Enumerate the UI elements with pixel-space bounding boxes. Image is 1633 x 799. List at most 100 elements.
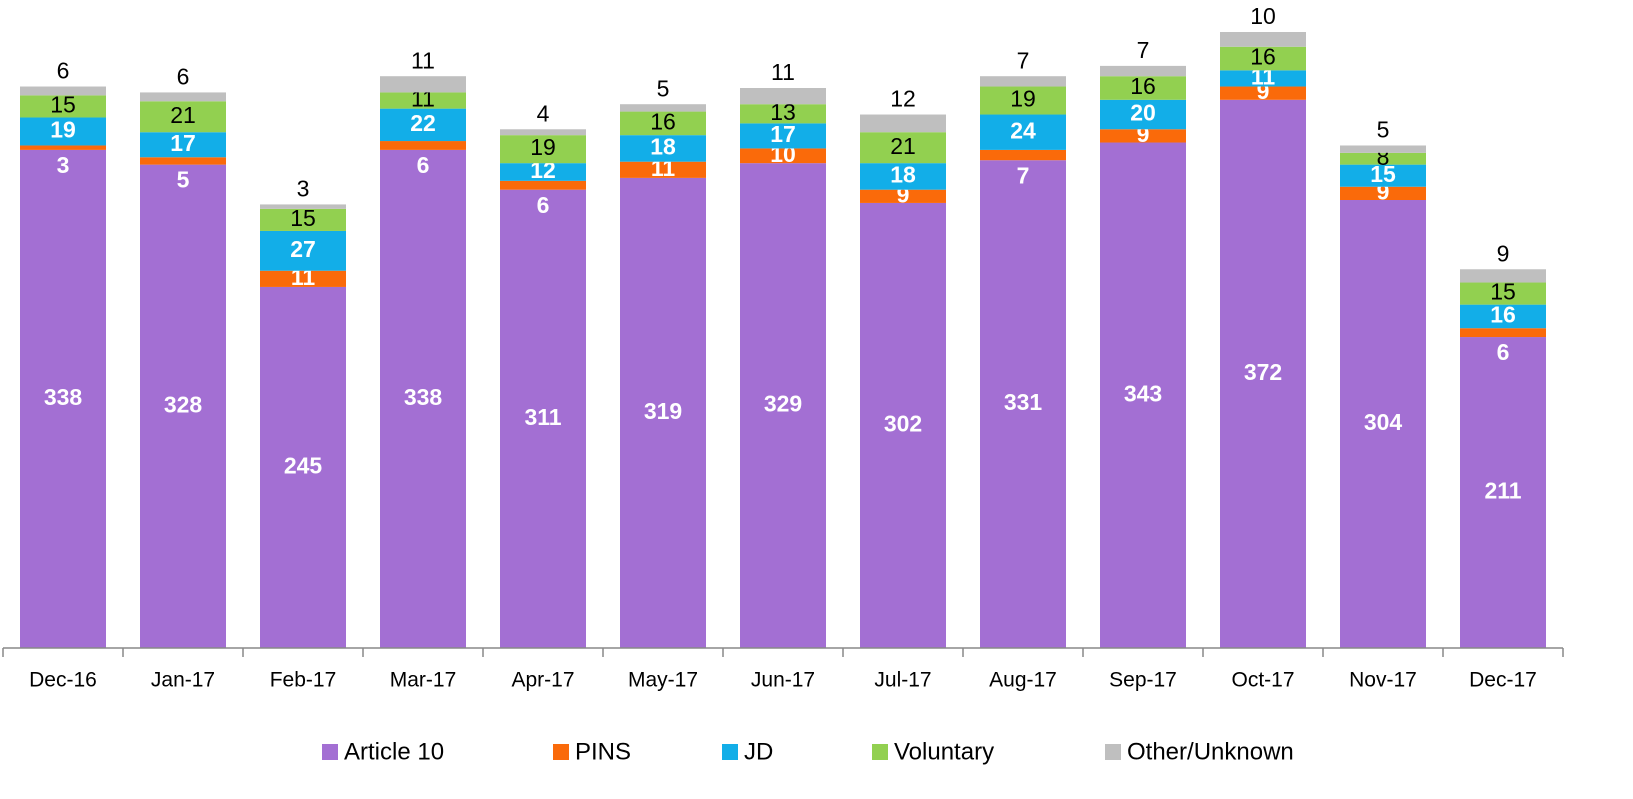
data-label: 338 — [404, 384, 443, 410]
data-label: 245 — [284, 453, 323, 479]
bar-segment — [500, 180, 586, 190]
data-label: 18 — [890, 161, 916, 187]
x-tick-label: Jan-17 — [151, 669, 215, 692]
data-label: 11 — [771, 59, 795, 85]
data-label: 7 — [1017, 162, 1030, 188]
data-label: 6 — [57, 58, 70, 84]
bar-segment — [1340, 200, 1426, 648]
data-label: 7 — [1017, 47, 1030, 73]
bar-segment — [980, 160, 1066, 649]
data-label: 12 — [890, 86, 916, 112]
data-label: 19 — [50, 117, 76, 143]
legend-label: Article 10 — [344, 738, 444, 765]
data-label: 17 — [770, 121, 796, 147]
x-tick-label: Sep-17 — [1109, 669, 1177, 692]
bar-segment — [620, 161, 706, 178]
data-label: 21 — [890, 133, 916, 159]
x-tick-label: Jun-17 — [751, 669, 815, 692]
bar-segment — [500, 135, 586, 164]
bar-segment — [260, 204, 346, 209]
data-label: 3 — [297, 175, 310, 201]
bar-segment — [140, 101, 226, 133]
bar-segment — [740, 104, 826, 124]
bar-segment — [1340, 152, 1426, 165]
data-label: 304 — [1364, 409, 1403, 435]
legend-swatch — [322, 744, 338, 760]
bar-segment — [1460, 337, 1546, 648]
bar-segment — [140, 164, 226, 648]
data-label: 15 — [50, 91, 76, 117]
bar-segment — [1100, 142, 1186, 649]
x-tick-label: Aug-17 — [989, 669, 1057, 692]
x-tick-label: Oct-17 — [1231, 669, 1294, 692]
bar-segment — [20, 86, 106, 96]
data-label: 372 — [1244, 359, 1282, 385]
bar-segment — [260, 286, 346, 648]
bar-segment — [860, 114, 946, 133]
data-label: 16 — [1490, 301, 1516, 327]
bar-segment — [860, 163, 946, 190]
data-label: 18 — [650, 133, 676, 159]
data-label: 15 — [290, 205, 316, 231]
data-label: 16 — [1250, 44, 1276, 70]
x-tick-label: Feb-17 — [270, 669, 337, 692]
legend-label: Voluntary — [894, 738, 994, 765]
bar-segment — [740, 88, 826, 105]
data-label: 15 — [1370, 161, 1396, 187]
bar-segment — [980, 86, 1066, 115]
data-label: 27 — [290, 236, 316, 262]
legend-label: PINS — [575, 738, 631, 765]
bar-segment — [380, 149, 466, 649]
data-label: 6 — [1497, 339, 1510, 365]
bar-segment — [380, 141, 466, 150]
bar-segment — [1220, 70, 1306, 87]
bar-segment — [1100, 76, 1186, 100]
bar-segment — [500, 163, 586, 181]
bar-segment — [980, 76, 1066, 87]
data-label: 21 — [170, 102, 196, 128]
bar-segment — [1340, 164, 1426, 187]
bar-segment — [140, 92, 226, 102]
x-tick-label: Dec-17 — [1469, 669, 1537, 692]
data-label: 3 — [57, 152, 70, 178]
bar-segment — [1220, 32, 1306, 47]
data-label: 6 — [177, 63, 190, 89]
data-label: 4 — [537, 100, 550, 126]
bar-segment — [620, 104, 706, 112]
data-label: 11 — [411, 47, 435, 73]
bar-segment — [1100, 129, 1186, 143]
x-tick-label: May-17 — [628, 669, 698, 692]
data-label: 16 — [1130, 73, 1156, 99]
bar-segment — [1220, 46, 1306, 71]
bar-segment — [260, 270, 346, 287]
data-label: 15 — [1490, 279, 1516, 305]
data-label: 19 — [1010, 86, 1036, 112]
bar-segment — [1100, 99, 1186, 130]
bar-segment — [980, 114, 1066, 150]
bar-segment — [740, 148, 826, 164]
legend-swatch — [1105, 744, 1121, 760]
bar-segment — [860, 189, 946, 203]
data-label: 7 — [1137, 37, 1150, 63]
data-label: 19 — [530, 134, 556, 160]
data-label: 6 — [537, 192, 550, 218]
data-label: 319 — [644, 398, 682, 424]
bar-segment — [20, 145, 106, 150]
data-label: 5 — [1377, 117, 1390, 143]
data-label: 311 — [524, 404, 561, 430]
bar-segment — [20, 117, 106, 146]
bar-segment — [620, 177, 706, 649]
data-label: 302 — [884, 411, 922, 437]
bar-segment — [1460, 304, 1546, 329]
bar-segment — [140, 132, 226, 158]
bar-segment — [140, 157, 226, 165]
legend-swatch — [722, 744, 738, 760]
bar-segment — [1220, 86, 1306, 100]
data-label: 9 — [1497, 240, 1510, 266]
data-label: 10 — [1250, 3, 1276, 29]
bar-segment — [500, 129, 586, 136]
data-label: 16 — [650, 108, 676, 134]
bar-segment — [1100, 65, 1186, 77]
x-tick-label: Nov-17 — [1349, 669, 1417, 692]
